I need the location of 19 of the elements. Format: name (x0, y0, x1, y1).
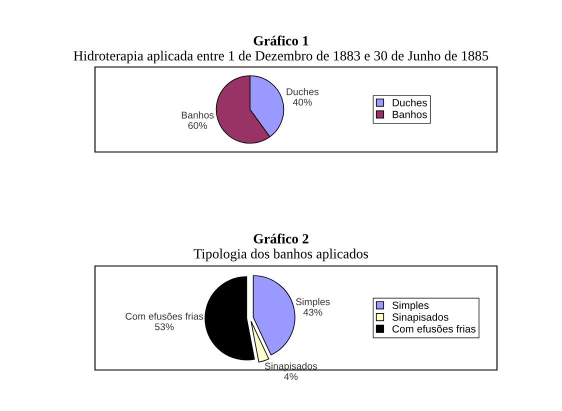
data-label: 4% (284, 373, 298, 380)
slice-label: Sinapisados (264, 362, 318, 372)
slice-label: Simples (296, 298, 330, 308)
legend-label: Simples (392, 301, 429, 312)
data-label: 43% (303, 308, 322, 316)
data-label: 60% (188, 122, 207, 130)
legend-label: Banhos (392, 110, 427, 118)
slice-label: Banhos (182, 111, 214, 119)
slice-label: Com efusões frias (126, 312, 204, 320)
legend-label: Com efusões frias (392, 324, 476, 333)
chart-title: Gráfico 2 (254, 234, 308, 244)
chart-title: Gráfico 1 (254, 36, 308, 46)
legend-label: Sinapisados (392, 313, 448, 323)
chart-subtitle: Tipologia dos banhos aplicados (194, 248, 368, 262)
data-label: 40% (292, 98, 312, 106)
slice-label: Duches (286, 88, 319, 96)
chart-subtitle: Hidroterapia aplicada entre 1 de Dezembro de 1883 e 30 de Junho de 1885 (74, 50, 488, 64)
data-label: 53% (155, 323, 174, 330)
legend-label: Duches (392, 98, 427, 106)
